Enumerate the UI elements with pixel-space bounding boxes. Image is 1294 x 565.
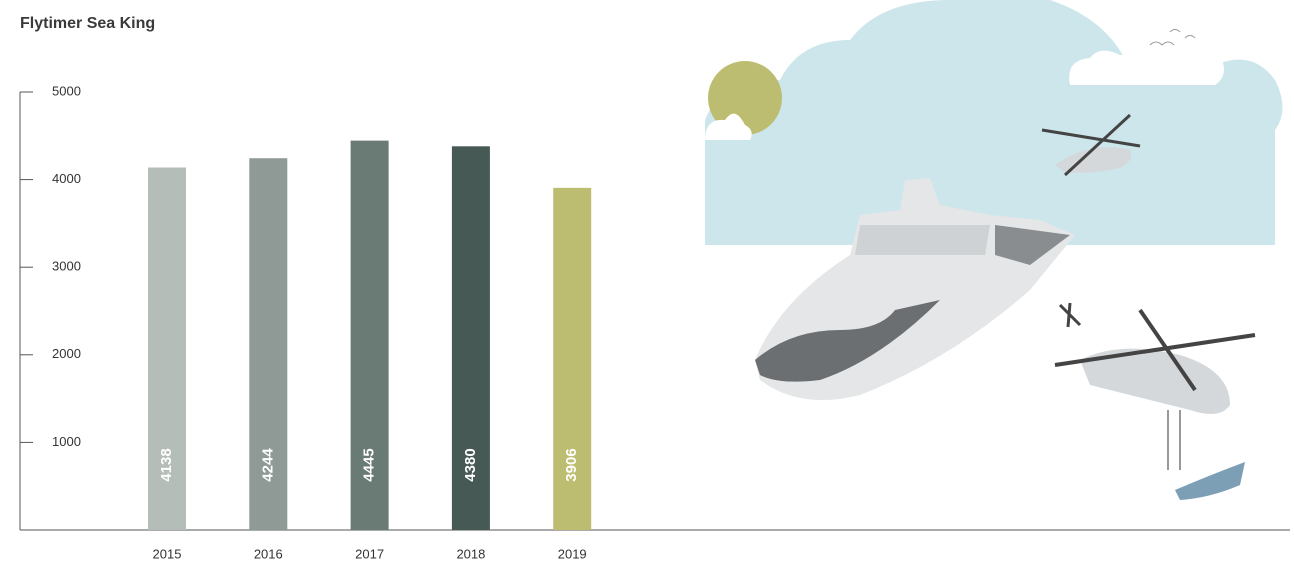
value-label: 4380 [462, 448, 479, 481]
value-label: 3906 [563, 448, 580, 481]
y-tick-label: 3000 [52, 259, 81, 274]
x-tick-label: 2018 [456, 546, 485, 561]
chart-title: Flytimer Sea King [20, 15, 155, 32]
value-label: 4244 [259, 448, 276, 482]
x-tick-label: 2019 [558, 546, 587, 561]
y-tick-label: 2000 [52, 346, 81, 361]
value-label: 4445 [361, 448, 378, 481]
value-label: 4138 [158, 448, 175, 481]
bar [451, 146, 490, 530]
bar [350, 140, 389, 531]
bar [148, 167, 186, 530]
y-tick-label: 4000 [52, 171, 81, 186]
x-tick-label: 2017 [355, 546, 384, 561]
x-tick-label: 2016 [254, 546, 283, 561]
illustration [705, 0, 1283, 500]
y-tick-label: 1000 [52, 434, 81, 449]
bar [249, 158, 288, 531]
bar [553, 187, 592, 530]
y-tick-label: 5000 [52, 83, 81, 98]
x-tick-label: 2015 [153, 546, 182, 561]
